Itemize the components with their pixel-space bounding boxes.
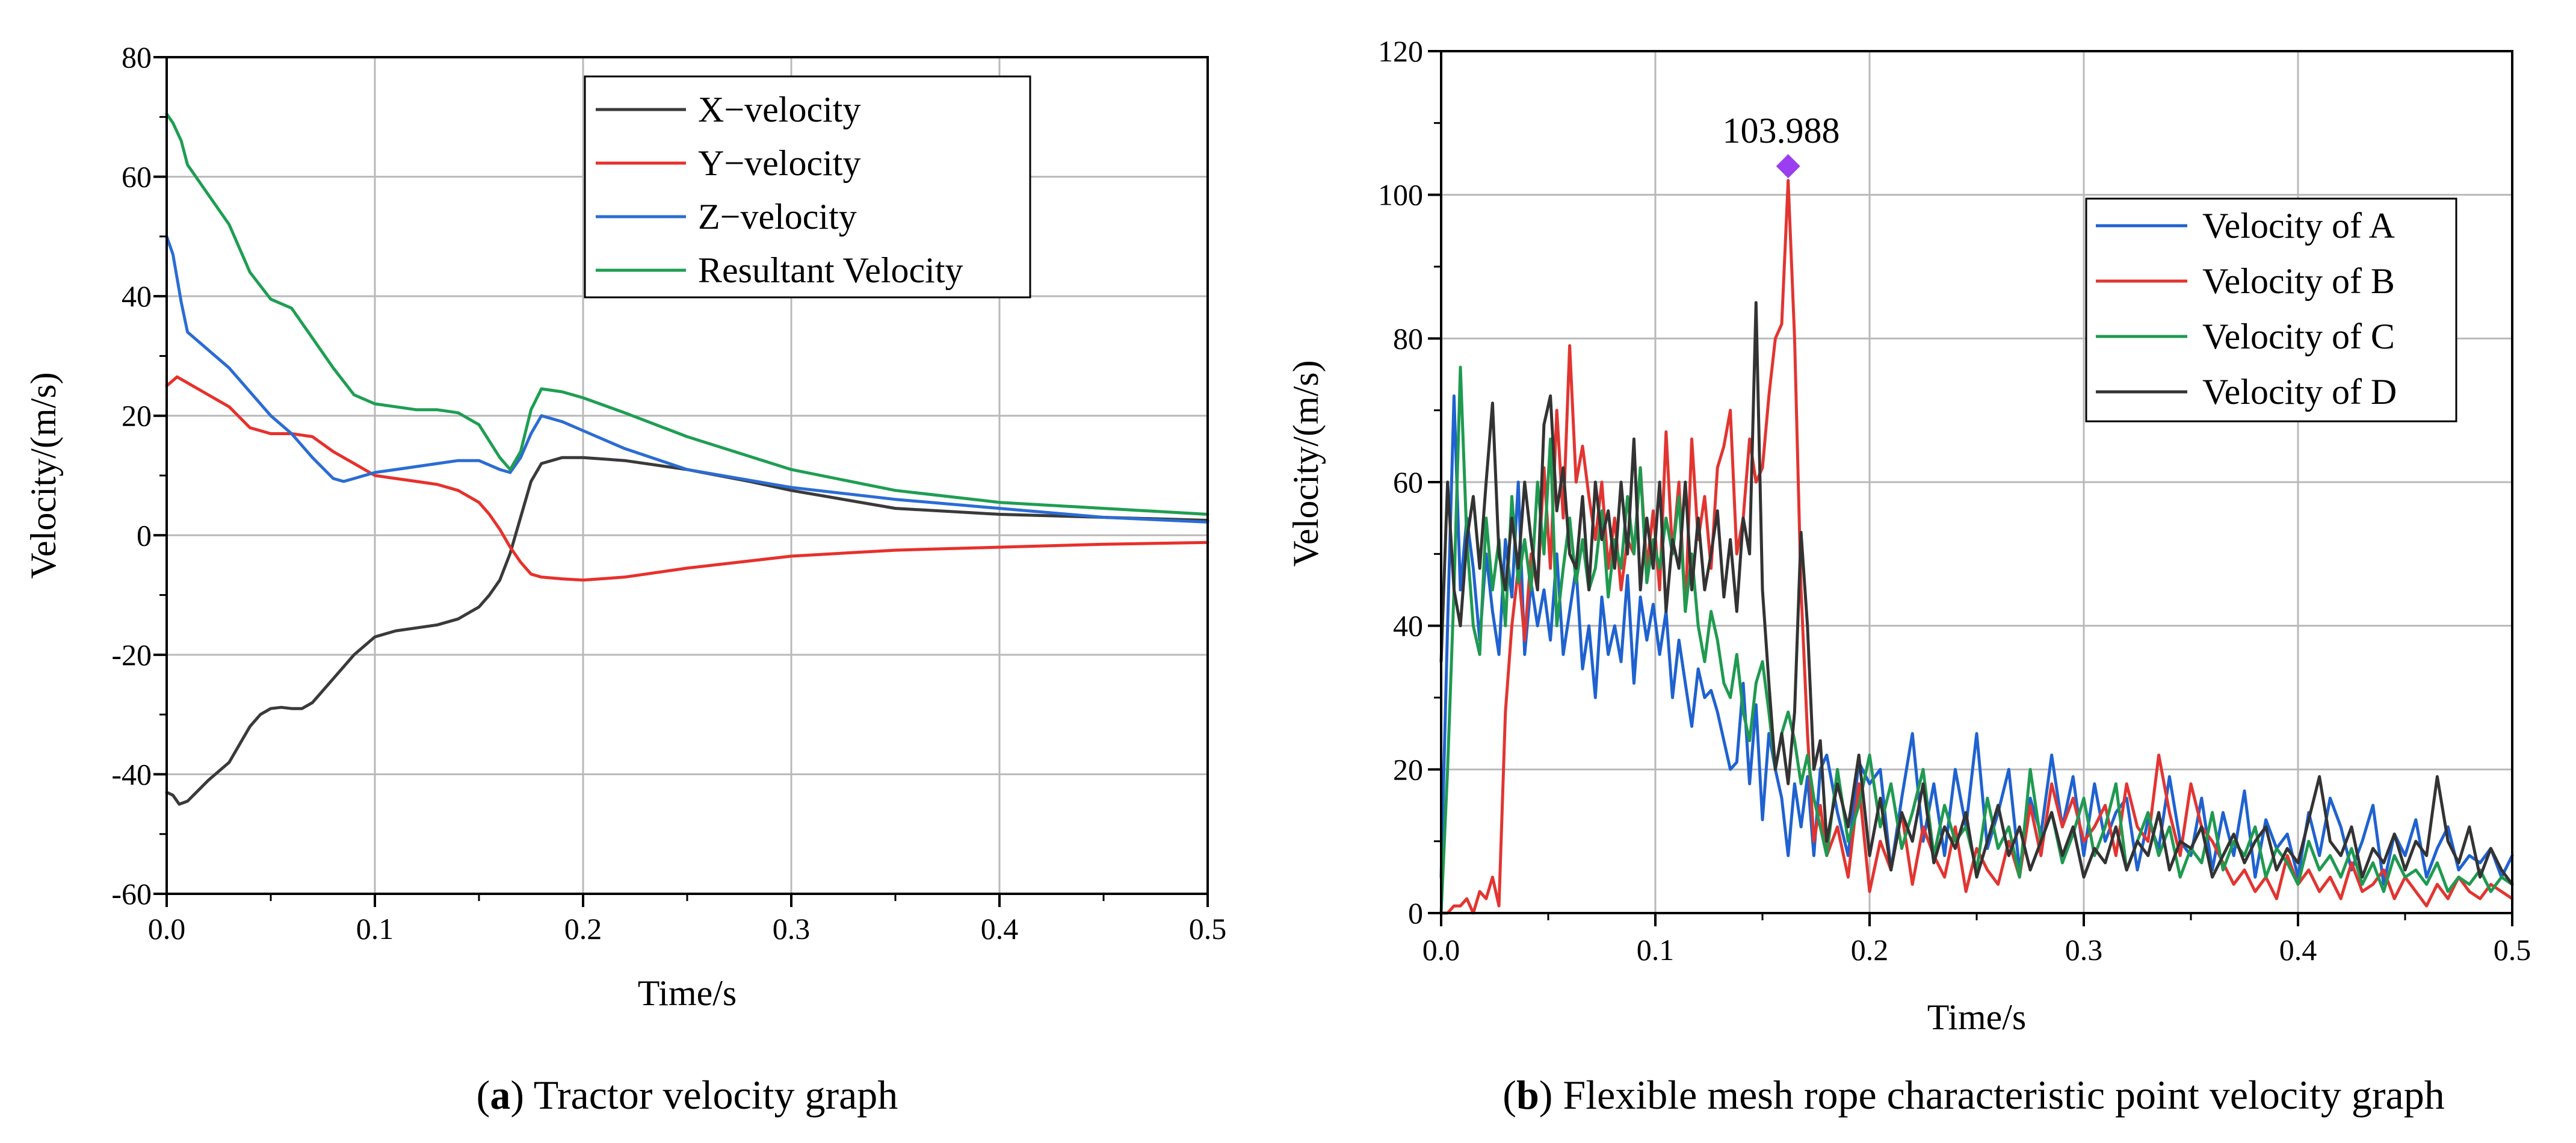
chart-a-y-tick-label: 20 bbox=[122, 399, 152, 433]
chart-b-peak-marker bbox=[1776, 154, 1800, 179]
chart-b-grid bbox=[1441, 51, 2512, 913]
chart-a-series bbox=[165, 112, 1209, 806]
chart-a-y-axis-label: Velocity/(m/s) bbox=[23, 372, 63, 578]
chart-a-tick-labels: 0.0 0.1 0.2 0.3 0.4 0.5 -60 -40 -20 0 20 40 60 80 bbox=[111, 40, 1226, 946]
chart-a-y-tick-label: 60 bbox=[122, 160, 152, 194]
chart-b-legend-label-4: Velocity of D bbox=[2202, 372, 2397, 412]
chart-a-legend-label-4: Resultant Velocity bbox=[698, 250, 963, 290]
chart-b-y-tick-label: 20 bbox=[1393, 752, 1423, 786]
chart-a-series-line-1 bbox=[165, 456, 1209, 806]
chart-b-series-line-1 bbox=[1439, 394, 2514, 886]
chart-a-x-tick-label: 0.1 bbox=[356, 912, 394, 946]
chart-a-x-axis-label: Time/s bbox=[638, 973, 737, 1013]
chart-b-peak-annotation: 103.988 bbox=[1723, 111, 1840, 179]
chart-a: 0.0 0.1 0.2 0.3 0.4 0.5 -60 -40 -20 0 20 40 60 80 Tim… bbox=[23, 40, 1226, 1118]
chart-a-legend-label-2: Y−velocity bbox=[698, 143, 860, 183]
chart-b: 0.0 0.1 0.2 0.3 0.4 0.5 0 20 40 60 80 100 120 103.98… bbox=[1286, 34, 2531, 1118]
chart-b-x-tick-label: 0.5 bbox=[2494, 933, 2531, 967]
chart-a-x-tick-label: 0.4 bbox=[981, 912, 1019, 946]
chart-b-x-tick-label: 0.4 bbox=[2279, 933, 2317, 967]
chart-a-legend-label-1: X−velocity bbox=[698, 90, 860, 129]
chart-b-y-tick-label: 100 bbox=[1378, 178, 1423, 212]
chart-b-y-tick-label: 0 bbox=[1408, 896, 1423, 930]
chart-b-legend-box bbox=[2085, 197, 2457, 423]
chart-b-legend: Velocity of A Velocity of B Velocity of C V… bbox=[2085, 197, 2457, 423]
chart-b-legend-label-3: Velocity of C bbox=[2202, 317, 2395, 356]
chart-b-caption-text: Flexible mesh rope characteristic point … bbox=[1563, 1072, 2444, 1118]
chart-a-x-tick-label: 0.2 bbox=[564, 912, 602, 946]
chart-a-legend-label-3: Z−velocity bbox=[698, 197, 857, 237]
chart-a-series-line-2 bbox=[165, 375, 1209, 582]
chart-b-series bbox=[1439, 179, 2514, 915]
chart-a-caption-letter: a bbox=[490, 1072, 510, 1118]
chart-b-x-tick-label: 0.3 bbox=[2065, 933, 2103, 967]
chart-a-legend: X−velocity Y−velocity Z−velocity Resultant … bbox=[584, 75, 1031, 299]
chart-a-y-tick-label: 40 bbox=[122, 279, 152, 313]
chart-a-ticks bbox=[153, 56, 1209, 907]
chart-b-y-tick-label: 120 bbox=[1378, 34, 1423, 68]
chart-a-x-tick-label: 0.3 bbox=[773, 912, 811, 946]
chart-a-series-line-3 bbox=[165, 235, 1209, 524]
chart-b-caption-letter: b bbox=[1516, 1072, 1539, 1118]
chart-b-y-tick-label: 40 bbox=[1393, 609, 1423, 643]
chart-b-series-line-2 bbox=[1439, 179, 2514, 915]
chart-b-x-axis-label: Time/s bbox=[1927, 997, 2027, 1037]
chart-b-y-tick-label: 60 bbox=[1393, 465, 1423, 499]
chart-a-legend-box bbox=[584, 75, 1031, 299]
chart-a-x-tick-label: 0.0 bbox=[148, 912, 186, 946]
chart-b-tick-labels: 0.0 0.1 0.2 0.3 0.4 0.5 0 20 40 60 80 100 120 bbox=[1378, 34, 2531, 967]
chart-a-y-tick-label: 0 bbox=[137, 518, 152, 552]
chart-b-y-axis-label: Velocity/(m/s) bbox=[1286, 360, 1326, 566]
chart-b-series-line-4 bbox=[1439, 301, 2514, 886]
chart-b-x-tick-label: 0.1 bbox=[1637, 933, 1675, 967]
chart-a-y-tick-label: -20 bbox=[111, 638, 152, 672]
chart-a-x-tick-label: 0.5 bbox=[1189, 912, 1227, 946]
chart-b-y-tick-label: 80 bbox=[1393, 321, 1423, 355]
chart-b-ticks bbox=[1428, 50, 2513, 926]
chart-a-y-tick-label: -40 bbox=[111, 757, 152, 791]
chart-a-y-tick-label: -60 bbox=[111, 877, 152, 911]
chart-b-legend-label-1: Velocity of A bbox=[2202, 206, 2395, 246]
chart-b-peak-label: 103.988 bbox=[1723, 111, 1840, 150]
chart-a-series-line-4 bbox=[165, 112, 1209, 516]
chart-b-caption: (b) Flexible mesh rope characteristic po… bbox=[1503, 1072, 2444, 1118]
chart-a-y-tick-label: 80 bbox=[122, 40, 152, 74]
chart-b-legend-label-2: Velocity of B bbox=[2202, 261, 2395, 301]
chart-a-caption: (a) Tractor velocity graph bbox=[477, 1072, 898, 1118]
chart-b-x-tick-label: 0.2 bbox=[1851, 933, 1889, 967]
chart-b-x-tick-label: 0.0 bbox=[1422, 933, 1460, 967]
chart-a-caption-text: Tractor velocity graph bbox=[534, 1072, 898, 1118]
